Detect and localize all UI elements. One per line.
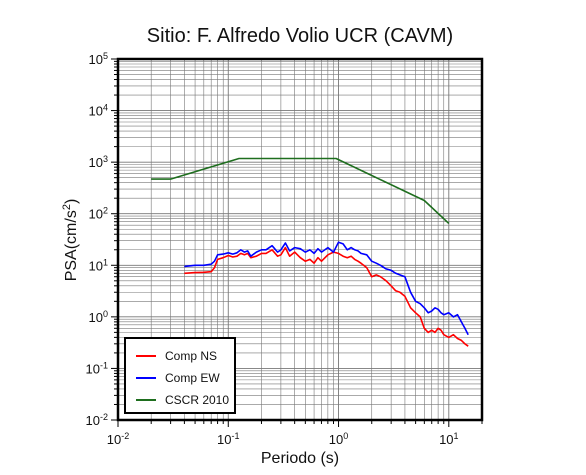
y-tick-label: 102	[89, 206, 108, 222]
y-tick-label: 10-2	[86, 412, 108, 428]
x-tick-label-base: 10	[439, 432, 453, 447]
chart-title: Sitio: F. Alfredo Volio UCR (CAVM)	[147, 25, 453, 47]
y-axis-label-base: PSA(cm/s	[63, 210, 80, 281]
y-tick-label-exponent: -2	[100, 412, 108, 422]
y-tick-label-exponent: 4	[103, 103, 108, 113]
y-tick-label: 105	[89, 51, 108, 67]
y-tick-label-exponent: 3	[103, 154, 108, 164]
x-tick-label: 10-2	[107, 431, 129, 447]
y-tick-label-base: 10	[89, 104, 103, 119]
y-tick-label: 103	[89, 154, 108, 170]
y-axis-label-sup: 2	[61, 204, 73, 210]
y-axis-label: PSA(cm/s2)	[61, 199, 80, 282]
plot-frame	[116, 57, 484, 422]
x-tick-label-base: 10	[217, 432, 231, 447]
legend-label: CSCR 2010	[165, 393, 229, 407]
y-tick-label-base: 10	[86, 361, 100, 376]
y-tick-label-exponent: 5	[103, 51, 108, 61]
y-tick-label-exponent: 2	[103, 206, 108, 216]
grid	[117, 58, 483, 421]
y-tick-label-base: 10	[89, 155, 103, 170]
y-tick-label-exponent: 1	[103, 257, 108, 267]
x-tick-label-exponent: -1	[231, 431, 239, 441]
x-tick-label-base: 10	[329, 432, 343, 447]
legend-label: Comp NS	[165, 349, 217, 363]
y-tick-label-base: 10	[89, 52, 103, 67]
y-tick-label-exponent: 0	[103, 309, 108, 319]
x-tick-label-exponent: 1	[454, 431, 459, 441]
series-lines	[151, 157, 469, 347]
y-tick-label-base: 10	[89, 258, 103, 273]
legend-items: Comp NS Comp EW CSCR 2010	[136, 349, 229, 407]
y-tick-label: 101	[89, 257, 108, 273]
legend-label: Comp EW	[165, 371, 220, 385]
x-tick-label-exponent: -2	[121, 431, 129, 441]
y-tick-label-base: 10	[89, 207, 103, 222]
y-tick-label-exponent: -1	[100, 360, 108, 370]
y-tick-label: 100	[89, 309, 108, 325]
y-axis-label-close: )	[63, 199, 80, 204]
x-tick-label: 101	[439, 431, 458, 447]
series-line-cscr-2010	[151, 157, 450, 224]
series-line-comp-ew	[184, 241, 469, 336]
legend: Comp NS Comp EW CSCR 2010	[124, 337, 236, 414]
x-tick-label-exponent: 0	[343, 431, 348, 441]
y-tick-label-base: 10	[86, 413, 100, 428]
x-tick-label-base: 10	[107, 432, 121, 447]
x-axis-label: Periodo (s)	[261, 450, 339, 467]
x-tick-label: 10-1	[217, 431, 239, 447]
x-tick-label: 100	[329, 431, 348, 447]
series-line-comp-ns	[184, 246, 469, 347]
y-tick-label: 10-1	[86, 360, 108, 376]
y-tick-label-base: 10	[89, 310, 103, 325]
y-tick-label: 104	[89, 103, 108, 119]
